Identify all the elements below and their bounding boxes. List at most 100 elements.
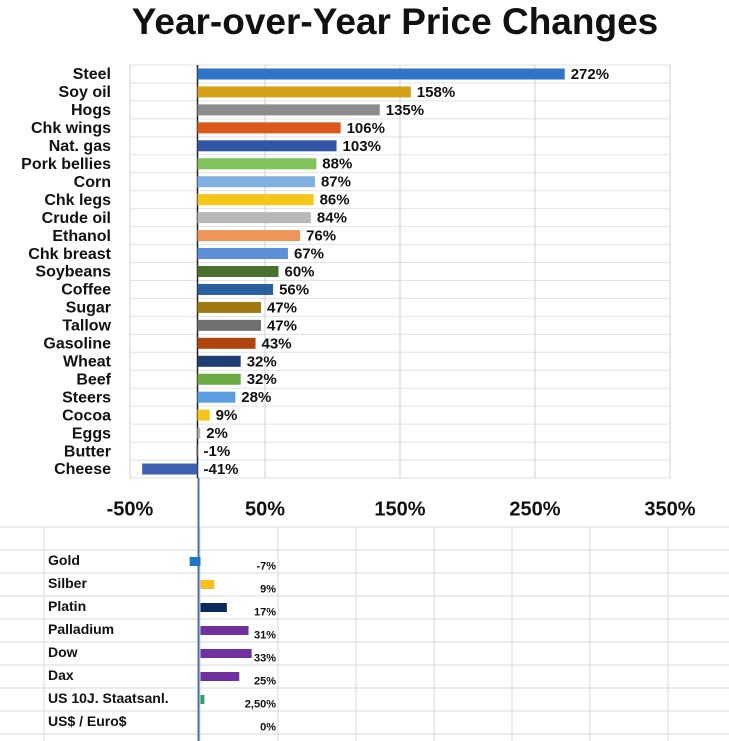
- value-label: 158%: [417, 84, 455, 101]
- category-label: Palladium: [48, 621, 114, 637]
- x-tick-label: 50%: [245, 498, 285, 520]
- bar: [197, 176, 315, 188]
- value-label: 32%: [247, 353, 277, 370]
- bar: [197, 319, 261, 331]
- category-label: Ethanol: [52, 228, 111, 245]
- bar: [197, 266, 279, 277]
- x-tick-label: 150%: [374, 498, 425, 520]
- category-label: Chk wings: [31, 120, 111, 137]
- value-label: 272%: [571, 66, 609, 83]
- value-label: 86%: [320, 192, 350, 209]
- bar: [197, 212, 311, 224]
- bar: [197, 283, 274, 295]
- category-label: Wheat: [63, 354, 112, 371]
- bar: [197, 409, 210, 421]
- x-tick-label: 250%: [509, 498, 560, 520]
- category-label: Dax: [48, 667, 74, 683]
- category-label: Hogs: [71, 102, 111, 119]
- bar: [197, 86, 411, 98]
- value-label: 28%: [241, 389, 271, 406]
- value-label: 47%: [267, 299, 297, 316]
- category-label: Silber: [48, 575, 87, 591]
- bar: [189, 557, 201, 566]
- value-label: 60%: [285, 263, 315, 280]
- category-label: Pork bellies: [21, 156, 111, 173]
- category-label: Platin: [48, 598, 86, 614]
- category-label: Tallow: [62, 318, 111, 335]
- x-tick-label: 350%: [644, 498, 695, 520]
- category-label: Coffee: [61, 282, 111, 299]
- bar: [200, 672, 240, 681]
- bar: [200, 626, 249, 635]
- category-label: Soy oil: [59, 84, 111, 101]
- bar: [197, 355, 241, 367]
- bar: [197, 230, 301, 242]
- category-label: Beef: [76, 371, 111, 388]
- bar: [200, 695, 205, 704]
- category-label: Gasoline: [43, 336, 111, 353]
- bar: [197, 122, 341, 134]
- value-label: -7%: [256, 560, 276, 572]
- category-label: Soybeans: [35, 264, 111, 281]
- category-label: Chk breast: [28, 246, 111, 263]
- value-label: 2,50%: [245, 698, 276, 710]
- bar: [197, 427, 201, 439]
- value-label: -41%: [204, 461, 239, 478]
- bar: [197, 104, 380, 116]
- value-label: 32%: [247, 371, 277, 388]
- bar: [197, 158, 317, 170]
- category-label: Cocoa: [62, 407, 111, 424]
- value-label: 31%: [254, 629, 276, 641]
- category-label: Chk legs: [44, 192, 111, 209]
- category-label: Steers: [62, 389, 111, 406]
- value-label: 25%: [254, 675, 276, 687]
- value-label: 103%: [343, 138, 381, 155]
- value-label: 17%: [254, 606, 276, 618]
- value-label: 84%: [317, 210, 347, 227]
- value-label: -1%: [204, 443, 231, 460]
- bar: [197, 194, 314, 206]
- value-label: 2%: [206, 425, 228, 442]
- bar: [197, 337, 256, 349]
- category-label: Sugar: [66, 300, 111, 317]
- value-label: 76%: [306, 228, 336, 245]
- category-label: Corn: [74, 174, 111, 191]
- value-label: 106%: [347, 120, 385, 137]
- category-label: Butter: [64, 443, 111, 460]
- category-label: Dow: [48, 644, 78, 660]
- bar: [197, 373, 241, 385]
- category-label: Cheese: [54, 461, 111, 478]
- category-label: Eggs: [72, 425, 111, 442]
- bar: [196, 445, 198, 457]
- value-label: 87%: [321, 174, 351, 191]
- value-label: 47%: [267, 317, 297, 334]
- bar: [200, 580, 215, 589]
- bar: [197, 140, 337, 152]
- category-label: US$ / Euro$: [48, 713, 127, 729]
- value-label: 43%: [262, 335, 292, 352]
- bar: [142, 463, 198, 475]
- category-label: US 10J. Staatsanl.: [48, 690, 169, 706]
- value-label: 0%: [260, 721, 276, 733]
- value-label: 56%: [279, 281, 309, 298]
- value-label: 9%: [260, 583, 276, 595]
- bar: [200, 649, 252, 658]
- category-label: Nat. gas: [49, 138, 111, 155]
- bar: [197, 301, 261, 313]
- value-label: 33%: [254, 652, 276, 664]
- chart-title: Year-over-Year Price Changes: [132, 1, 659, 42]
- value-label: 135%: [386, 102, 424, 119]
- bar: [200, 603, 227, 612]
- category-label: Steel: [73, 66, 111, 83]
- bar: [197, 68, 565, 80]
- value-label: 88%: [322, 156, 352, 173]
- category-label: Crude oil: [42, 210, 111, 227]
- bar: [197, 391, 236, 403]
- value-label: 67%: [294, 246, 324, 263]
- category-label: Gold: [48, 552, 80, 568]
- value-label: 9%: [216, 407, 238, 424]
- bar: [197, 248, 288, 260]
- x-tick-label: -50%: [107, 498, 154, 520]
